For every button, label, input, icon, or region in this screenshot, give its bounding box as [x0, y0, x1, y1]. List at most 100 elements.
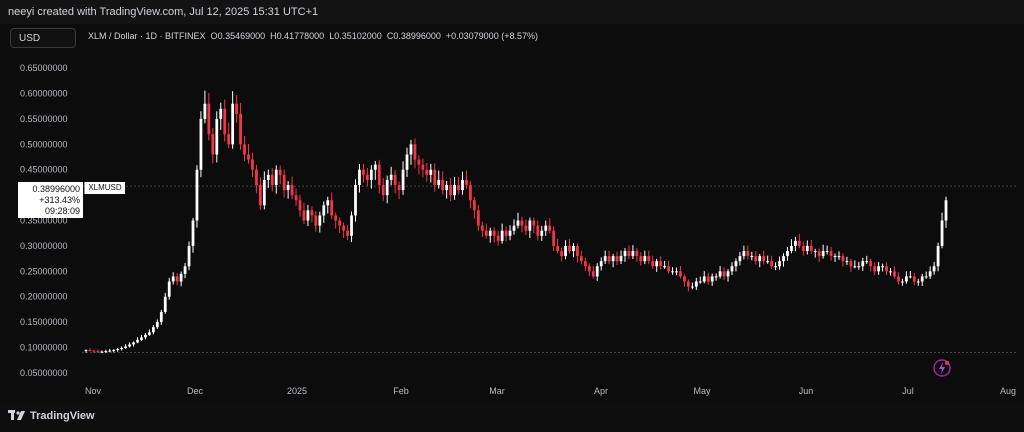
candle-body	[409, 144, 413, 155]
x-axis: Nov Dec 2025 Feb Mar Apr May Jun Jul Aug	[85, 386, 1016, 396]
candle-body	[231, 103, 235, 145]
candle-body	[183, 266, 187, 274]
candle-body	[381, 184, 385, 196]
candle-body	[112, 350, 116, 352]
candle-body	[583, 261, 587, 267]
candle-body	[790, 245, 793, 252]
candle-body	[595, 266, 599, 277]
y-tick-label: 0.65000000	[20, 63, 68, 73]
candle-body	[651, 261, 655, 267]
candle-body	[718, 271, 722, 277]
y-tick-label: 0.30000000	[20, 241, 68, 251]
candle-body	[762, 256, 766, 262]
candle-body	[928, 271, 932, 277]
candle-body	[627, 251, 631, 257]
tradingview-logo-icon	[8, 410, 25, 420]
candle-body	[698, 281, 702, 283]
candle-body	[88, 350, 92, 352]
candle-body	[144, 334, 147, 338]
candle-body	[330, 200, 334, 216]
candle-body	[286, 184, 290, 191]
candle-body	[603, 256, 607, 262]
candle-body	[813, 251, 817, 253]
currency-button[interactable]: USD	[10, 28, 76, 48]
candle-body	[532, 220, 536, 226]
candle-body	[449, 184, 452, 196]
y-tick-label: 0.25000000	[20, 266, 68, 276]
candle-body	[829, 251, 833, 257]
candle-body	[429, 169, 433, 175]
tradingview-logo[interactable]: TradingView	[8, 410, 95, 422]
candle-body	[576, 245, 579, 257]
candle-body	[413, 144, 417, 160]
x-tick-label: Apr	[594, 386, 608, 396]
candle-body	[599, 261, 603, 267]
candle-body	[393, 174, 397, 185]
candle-body	[520, 220, 524, 226]
candle-body	[92, 350, 96, 352]
x-tick-label: Aug	[1000, 386, 1016, 396]
candle-body	[524, 225, 528, 231]
candle-body	[239, 113, 242, 145]
candle-body	[334, 215, 338, 221]
open-value: 0.35469000	[217, 31, 266, 41]
candle-body	[473, 200, 476, 211]
candle-body	[643, 256, 647, 262]
candle-body	[377, 164, 381, 185]
change-percent: +313.43%	[39, 195, 80, 205]
candle-body	[786, 251, 789, 257]
symbol-title: XLM / Dollar · 1D · BITFINEX	[88, 31, 206, 41]
candle-body	[655, 261, 659, 267]
candle-body	[885, 266, 888, 272]
candle-body	[496, 235, 500, 241]
candle-body	[861, 261, 865, 267]
close-value: 0.38996000	[393, 31, 441, 41]
candle-body	[294, 195, 298, 201]
candle-body	[251, 159, 254, 170]
price-chart[interactable]: 0.05000000 0.10000000 0.15000000 0.20000000…	[0, 0, 1024, 404]
candle-body	[540, 230, 544, 236]
current-price-label: 0.38996000 +313.43% 09:28:09	[18, 182, 83, 218]
candle-body	[663, 266, 667, 268]
chart-area[interactable]	[0, 24, 1024, 404]
candle-body	[647, 256, 651, 262]
x-tick-label: Mar	[489, 386, 505, 396]
candle-body	[560, 251, 563, 257]
candle-body	[167, 281, 171, 297]
candle-body	[512, 225, 516, 231]
candle-body	[580, 256, 583, 262]
y-tick-label: 0.10000000	[20, 343, 68, 353]
candle-body	[120, 348, 124, 350]
candle-body	[865, 261, 869, 263]
candle-body	[671, 271, 674, 273]
lightning-icon[interactable]	[932, 358, 952, 378]
low-label: L	[329, 31, 335, 41]
candle-body	[758, 256, 762, 262]
candle-body	[338, 220, 342, 226]
x-tick-label: Feb	[393, 386, 409, 396]
candle-body	[556, 245, 559, 252]
candle-body	[940, 220, 944, 246]
candle-body	[461, 179, 464, 191]
candle-body	[326, 200, 330, 206]
candle-body	[128, 344, 131, 347]
candle-body	[635, 251, 639, 257]
candle-body	[358, 169, 361, 185]
candle-body	[155, 322, 159, 328]
candle-body	[920, 276, 924, 282]
candle-body	[631, 251, 635, 257]
candle-body	[893, 271, 896, 277]
candle-body	[278, 169, 282, 175]
candle-body	[619, 256, 623, 262]
candles	[84, 90, 948, 354]
candle-body	[175, 276, 179, 282]
candle-body	[924, 276, 928, 278]
candle-body	[100, 351, 104, 353]
brand-name: TradingView	[30, 410, 95, 422]
attribution-text: neeyi created with TradingView.com, Jul …	[8, 6, 319, 18]
candle-body	[690, 286, 694, 288]
candle-body	[746, 251, 750, 257]
y-tick-label: 0.20000000	[20, 292, 68, 302]
candle-body	[318, 215, 322, 226]
candle-body	[572, 245, 575, 252]
